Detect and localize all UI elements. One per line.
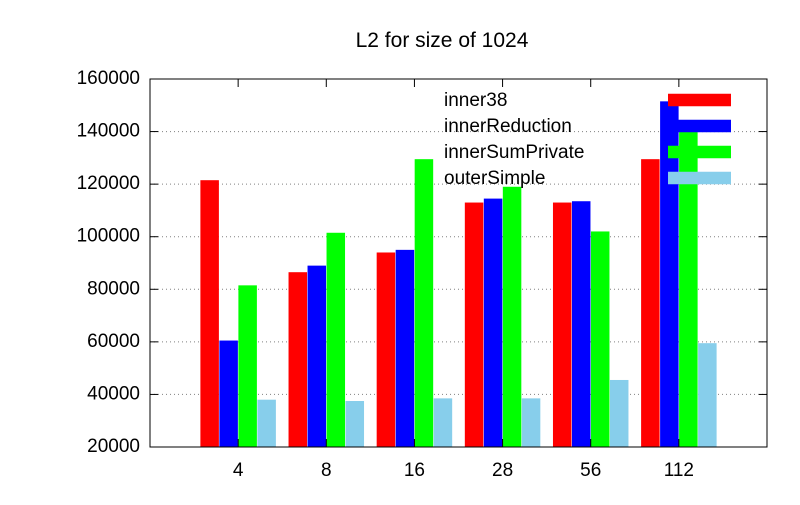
bar-innerReduction-56 — [571, 201, 591, 447]
legend-label-outerSimple: outerSimple — [444, 168, 545, 189]
legend-swatch-outerSimple — [668, 171, 731, 185]
bar-innerReduction-112 — [660, 101, 679, 447]
legend-swatch-inner38 — [668, 93, 731, 107]
x-tick-label: 8 — [321, 460, 332, 481]
bar-innerReduction-8 — [307, 265, 327, 447]
bar-innerSumPrivate-4 — [238, 285, 257, 447]
legend-label-innerReduction: innerReduction — [444, 116, 572, 137]
bar-outerSimple-112 — [698, 343, 717, 447]
x-tick-label: 4 — [233, 460, 244, 481]
legend-label-innerSumPrivate: innerSumPrivate — [444, 142, 584, 163]
bar-inner38-4 — [200, 180, 219, 447]
legend-label-inner38: inner38 — [444, 90, 507, 111]
bar-outerSimple-28 — [521, 398, 541, 447]
bar-innerSumPrivate-56 — [590, 231, 610, 447]
y-tick-label: 140000 — [77, 121, 140, 142]
bar-outerSimple-16 — [433, 398, 453, 447]
plot-frame — [149, 78, 768, 448]
x-tick-label: 56 — [580, 460, 601, 481]
y-tick-label: 20000 — [87, 436, 140, 457]
y-tick-label: 120000 — [77, 173, 140, 194]
bar-inner38-56 — [552, 202, 572, 447]
bar-inner38-16 — [376, 252, 396, 447]
bar-inner38-28 — [464, 202, 484, 447]
y-tick-label: 160000 — [77, 68, 140, 89]
axes: 20000 40000 60000 80000 100000 120000 140000 16… — [77, 68, 768, 481]
bar-innerSumPrivate-112 — [679, 125, 698, 447]
y-tick-label: 60000 — [87, 331, 140, 352]
x-tick-label: 112 — [664, 460, 694, 481]
bar-innerReduction-28 — [483, 198, 503, 447]
legend-swatch-innerSumPrivate — [668, 145, 731, 159]
bar-innerSumPrivate-16 — [414, 159, 434, 447]
chart-title: L2 for size of 1024 — [356, 29, 529, 52]
bar-inner38-112 — [641, 159, 660, 447]
y-tick-label: 100000 — [77, 226, 140, 247]
bar-innerReduction-16 — [395, 249, 415, 447]
bar-innerSumPrivate-8 — [326, 232, 346, 447]
bar-innerSumPrivate-28 — [502, 186, 522, 447]
bars — [200, 101, 717, 447]
bar-innerReduction-4 — [219, 340, 238, 447]
bar-inner38-8 — [288, 272, 308, 447]
legend: inner38 innerReduction innerSumPrivate oute… — [444, 90, 731, 189]
x-tick-label: 28 — [492, 460, 513, 481]
bar-outerSimple-4 — [257, 399, 276, 447]
grid-lines — [150, 131, 767, 395]
bar-outerSimple-8 — [345, 401, 365, 447]
y-tick-label: 80000 — [87, 278, 140, 299]
x-tick-label: 16 — [404, 460, 425, 481]
y-tick-label: 40000 — [87, 383, 140, 404]
bar-outerSimple-56 — [609, 379, 629, 447]
legend-swatch-innerReduction — [668, 119, 731, 133]
